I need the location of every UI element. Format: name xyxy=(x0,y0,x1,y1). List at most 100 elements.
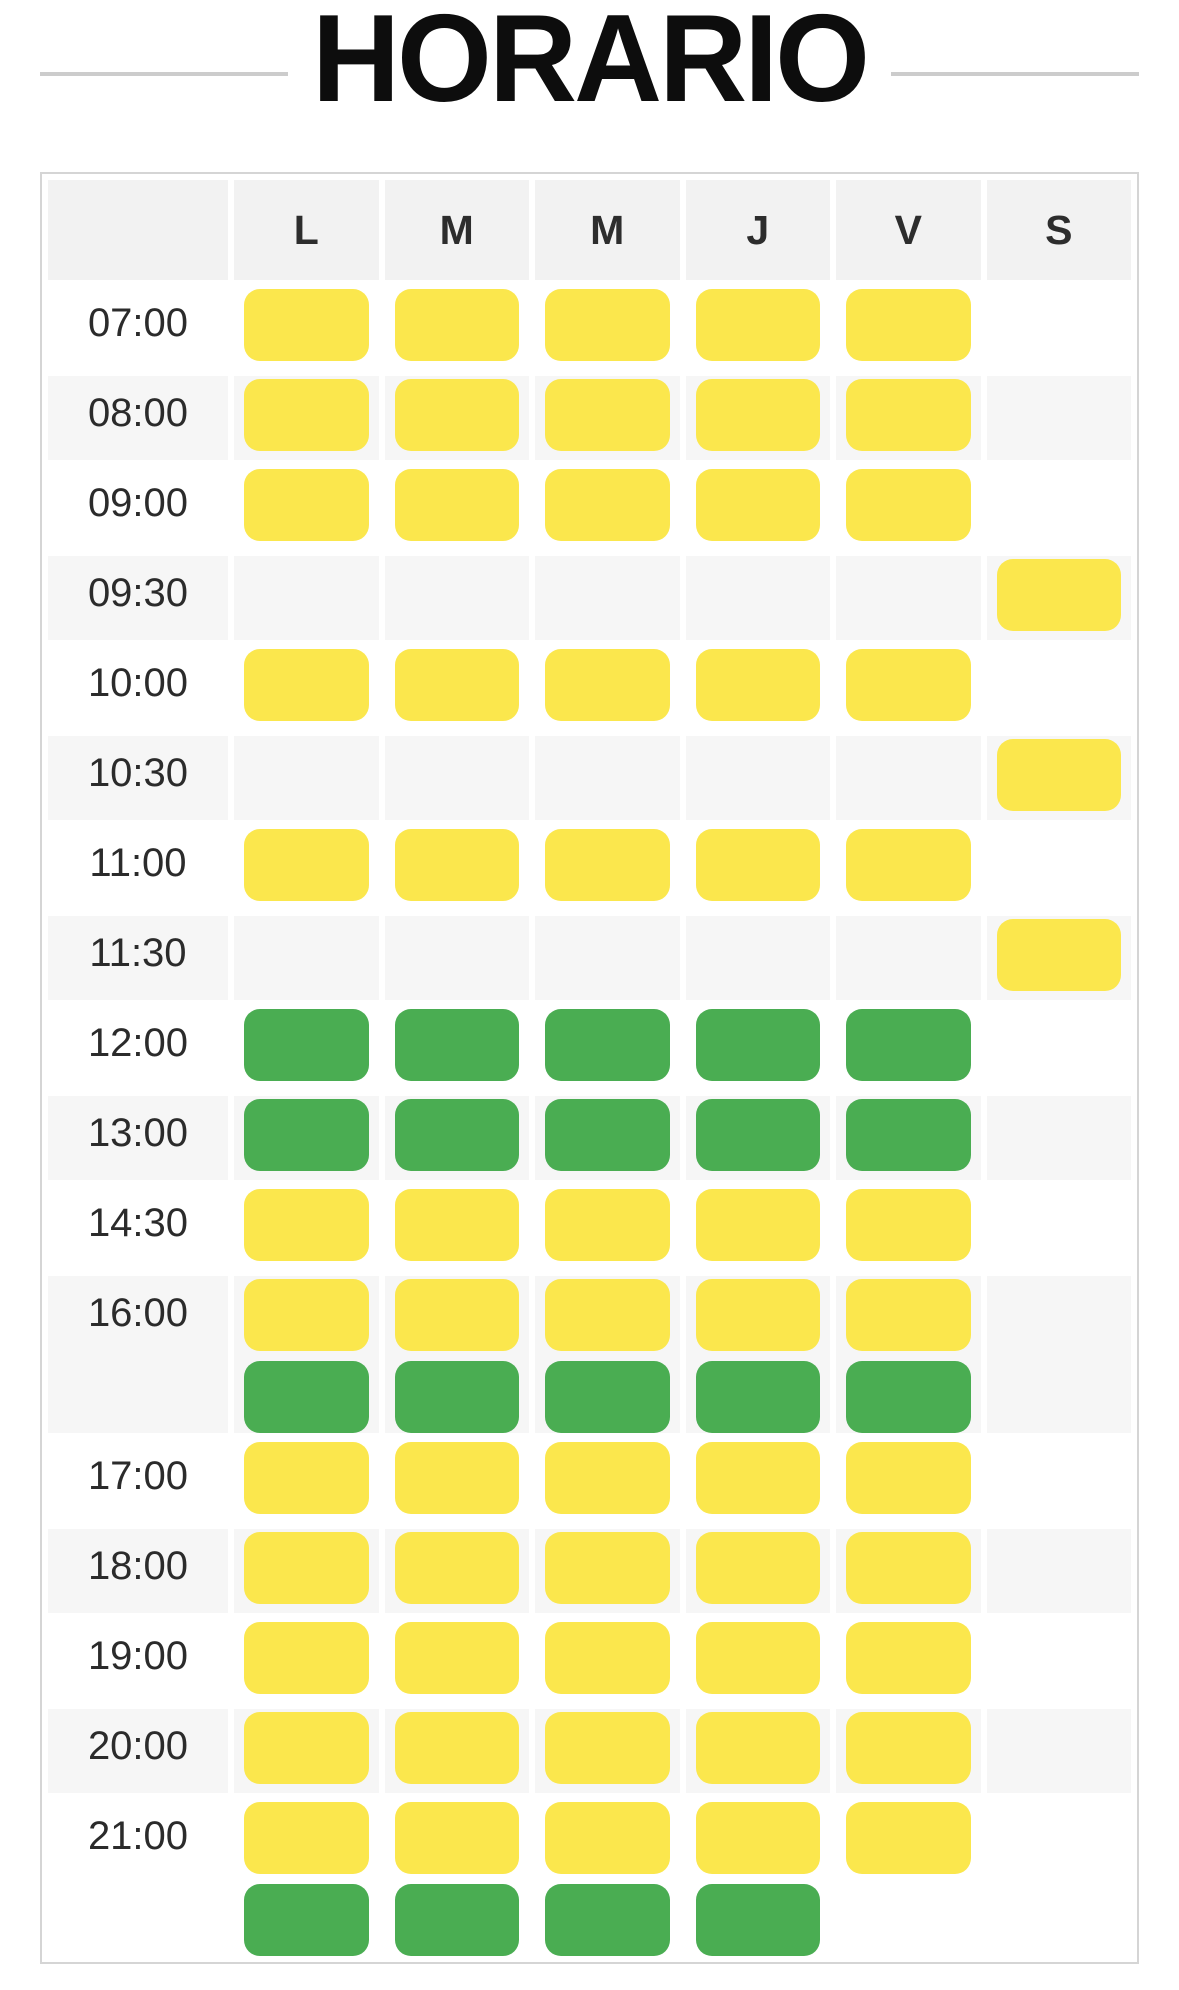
slot-cell xyxy=(385,1006,530,1090)
schedule-row: 21:00 xyxy=(48,1799,1131,1956)
slot-cell xyxy=(686,826,831,910)
day-header-cell: V xyxy=(836,180,981,280)
time-cell: 09:30 xyxy=(48,556,228,640)
day-header-cell: S xyxy=(986,180,1131,280)
slot-block-yellow xyxy=(996,559,1121,631)
slot-block-green xyxy=(394,1361,519,1433)
slot-cell xyxy=(535,556,680,640)
slot-cell xyxy=(535,286,680,370)
slot-block-yellow xyxy=(846,289,971,361)
slot-block-yellow xyxy=(545,289,670,361)
slot-cell xyxy=(686,1799,831,1956)
slot-cell xyxy=(836,376,981,460)
slot-block-green xyxy=(695,1361,820,1433)
time-cell: 10:00 xyxy=(87,661,189,705)
schedule-row: 09:30 xyxy=(48,556,1131,640)
slot-cell xyxy=(385,826,530,910)
slot-block-yellow xyxy=(695,649,820,721)
slot-block-yellow xyxy=(244,829,369,901)
slot-cell xyxy=(234,736,379,820)
slot-cell xyxy=(986,1709,1131,1793)
slot-block-yellow xyxy=(394,1532,519,1604)
time-cell: 20:00 xyxy=(48,1709,228,1793)
slot-block-yellow xyxy=(394,1802,519,1874)
slot-block-yellow xyxy=(545,469,670,541)
slot-block-yellow xyxy=(394,649,519,721)
header-row: L M M J V S xyxy=(48,180,1131,280)
slot-block-yellow xyxy=(545,649,670,721)
slot-cell xyxy=(987,1619,1132,1703)
time-cell: 13:00 xyxy=(48,1096,228,1180)
slot-block-green xyxy=(695,1099,820,1171)
slot-cell xyxy=(385,286,530,370)
slot-cell xyxy=(385,1439,530,1523)
slot-cell xyxy=(686,1619,831,1703)
slot-cell xyxy=(384,376,529,460)
slot-cell xyxy=(234,826,379,910)
corner-cell xyxy=(48,180,228,280)
slot-cell xyxy=(836,1096,981,1180)
slot-block-yellow xyxy=(244,469,369,541)
slot-block-yellow xyxy=(545,1189,670,1261)
slot-cell xyxy=(986,736,1131,820)
slot-cell xyxy=(234,376,379,460)
slot-block-yellow xyxy=(545,1532,670,1604)
slot-cell xyxy=(686,286,831,370)
slot-block-green xyxy=(545,1009,670,1081)
slot-cell xyxy=(535,1186,680,1270)
time-cell: 08:00 xyxy=(48,376,228,460)
slot-cell xyxy=(535,1619,680,1703)
time-cell: 11:00 xyxy=(89,841,187,885)
slot-cell xyxy=(987,1439,1132,1523)
slot-cell xyxy=(685,376,830,460)
slot-block-yellow xyxy=(545,1802,670,1874)
schedule-row: 11:30 xyxy=(48,916,1131,1000)
slot-cell xyxy=(384,1529,529,1613)
slot-cell xyxy=(987,826,1132,910)
slot-block-yellow xyxy=(846,379,971,451)
slot-cell xyxy=(686,1006,831,1090)
slot-cell xyxy=(535,1529,680,1613)
slot-cell xyxy=(986,1276,1131,1433)
slot-block-yellow xyxy=(545,829,670,901)
slot-block-yellow xyxy=(244,289,369,361)
slot-cell xyxy=(234,1006,379,1090)
slot-cell xyxy=(535,1006,680,1090)
slot-cell xyxy=(234,1276,379,1433)
slot-block-yellow xyxy=(846,1532,971,1604)
slot-block-green xyxy=(394,1099,519,1171)
slot-block-yellow xyxy=(695,1622,820,1694)
slot-cell xyxy=(384,1709,529,1793)
slot-cell xyxy=(986,916,1131,1000)
slot-cell xyxy=(535,736,680,820)
slot-cell xyxy=(986,1529,1131,1613)
slot-block-yellow xyxy=(695,1442,820,1514)
slot-cell xyxy=(384,916,529,1000)
slot-block-yellow xyxy=(996,919,1121,991)
page-title: HORARIO xyxy=(287,0,892,120)
slot-block-green xyxy=(244,1361,369,1433)
slot-cell xyxy=(234,1709,379,1793)
slot-cell xyxy=(385,1186,530,1270)
slot-block-yellow xyxy=(545,1442,670,1514)
slot-block-green xyxy=(695,1884,820,1956)
schedule-row: 20:00 xyxy=(48,1709,1131,1793)
slot-block-green xyxy=(695,1009,820,1081)
slot-block-yellow xyxy=(244,649,369,721)
schedule-row: 18:00 xyxy=(48,1529,1131,1613)
slot-cell xyxy=(987,1799,1132,1956)
slot-cell xyxy=(686,466,831,550)
slot-block-green xyxy=(545,1361,670,1433)
slot-cell xyxy=(685,1709,830,1793)
slot-cell xyxy=(384,736,529,820)
slot-cell xyxy=(535,376,680,460)
slot-cell xyxy=(535,466,680,550)
slot-cell xyxy=(685,1276,830,1433)
slot-cell xyxy=(234,556,379,640)
slot-block-green xyxy=(244,1884,369,1956)
slot-block-yellow xyxy=(695,829,820,901)
slot-block-green xyxy=(846,1009,971,1081)
slot-block-yellow xyxy=(545,1622,670,1694)
day-header-cell: L xyxy=(234,180,379,280)
slot-cell xyxy=(535,1276,680,1433)
